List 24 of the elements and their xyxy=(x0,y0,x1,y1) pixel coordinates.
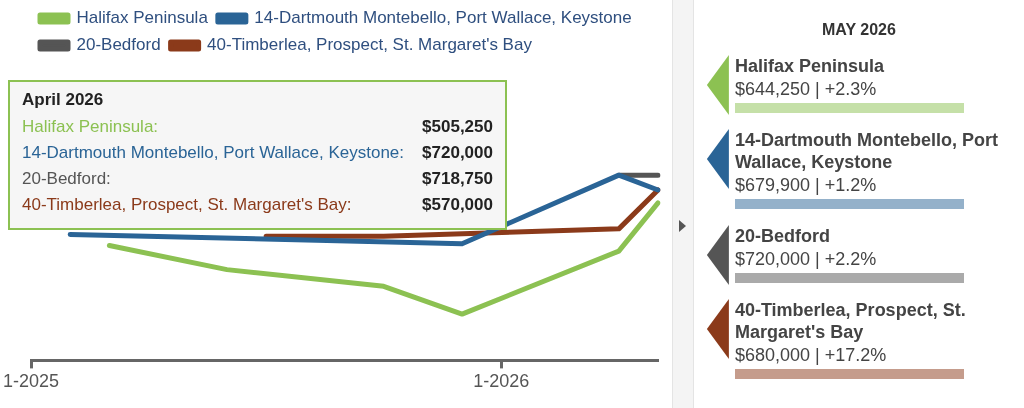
text: $644,250 | +2.3% xyxy=(734,78,878,101)
text: $679,900 | +1.2% xyxy=(734,174,878,197)
text: $720,000 xyxy=(421,142,493,164)
text: 14-Dartmouth Montebello, Port Wallace, Keystone xyxy=(734,129,999,173)
legend-label: 20-Bedford xyxy=(76,35,161,55)
legend-label: Halifax Peninsula xyxy=(76,8,209,28)
annotation: 20-Bedford: xyxy=(22,168,112,190)
text: $720,000 | +2.2% xyxy=(734,248,878,271)
text: Halifax Peninsula: xyxy=(22,116,160,138)
text: $505,250 xyxy=(421,116,493,138)
text: Halifax Peninsula xyxy=(734,55,885,77)
annotation: $570,000 xyxy=(421,194,493,216)
text: April 2026 xyxy=(22,90,105,110)
text: 40-Timberlea, Prospect, St. Margaret's Bay xyxy=(734,299,967,343)
text: $680,000 | +17.2% xyxy=(734,344,888,367)
text: 14-Dartmouth Montebello, Port Wallace, Keystone: xyxy=(22,142,406,164)
annotation: 40-Timberlea, Prospect, St. Margaret's Bay: xyxy=(22,194,353,216)
text: 20-Bedford xyxy=(734,225,831,247)
x-tick-label: 1-2026 xyxy=(473,371,530,392)
text: MAY 2026 xyxy=(821,21,897,39)
x-tick-label: 1-2025 xyxy=(2,371,60,392)
legend-label: 40-Timberlea, Prospect, St. Margaret's Bay xyxy=(207,35,533,55)
annotation: $718,750 xyxy=(421,168,493,190)
legend-label: 14-Dartmouth Montebello, Port Wallace, Keystone xyxy=(254,8,632,28)
